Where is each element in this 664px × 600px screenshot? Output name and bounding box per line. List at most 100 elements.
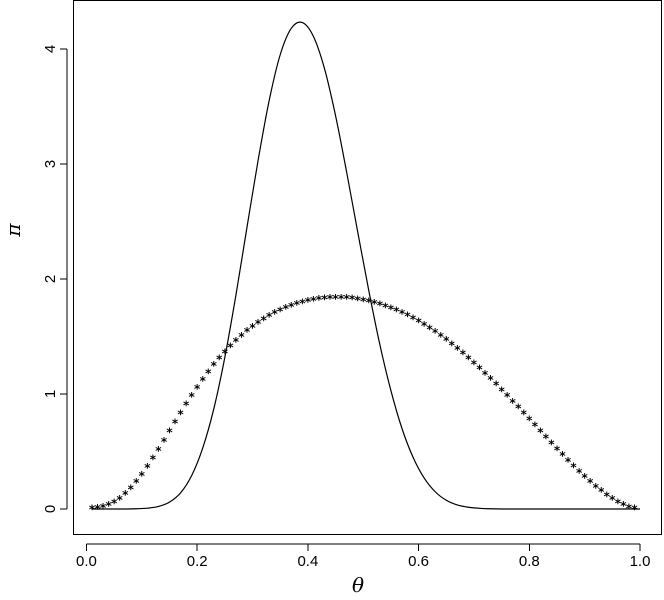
star-marker: * — [244, 325, 251, 339]
star-marker: * — [626, 501, 633, 515]
star-marker: * — [299, 297, 306, 311]
star-marker: * — [355, 293, 362, 307]
star-marker: * — [438, 330, 445, 344]
x-tick-label: 0.4 — [297, 553, 318, 570]
star-marker: * — [338, 292, 345, 306]
star-marker: * — [277, 304, 284, 318]
star-marker: * — [593, 481, 600, 495]
star-marker: * — [255, 317, 262, 331]
plot-frame — [73, 0, 662, 535]
x-tick-label: 1.0 — [630, 553, 651, 570]
star-marker: * — [305, 295, 312, 309]
y-tick-label: 0 — [42, 505, 59, 513]
star-marker: * — [620, 499, 627, 513]
star-marker: * — [559, 449, 566, 463]
star-marker: * — [454, 343, 461, 357]
star-marker: * — [548, 438, 555, 452]
star-marker: * — [188, 390, 195, 404]
x-tick-label: 0.2 — [187, 553, 208, 570]
star-marker: * — [211, 359, 218, 373]
x-tick-label: 0.8 — [519, 553, 540, 570]
star-marker: * — [388, 302, 395, 316]
star-marker: * — [288, 300, 295, 314]
star-marker: * — [332, 292, 339, 306]
x-tick-label: 0.6 — [408, 553, 429, 570]
star-marker: * — [249, 321, 256, 335]
star-marker: * — [432, 326, 439, 340]
star-marker: * — [421, 319, 428, 333]
star-marker: * — [294, 298, 301, 312]
star-marker: * — [183, 399, 190, 413]
series-line-0 — [91, 21, 640, 510]
star-marker: * — [100, 501, 107, 515]
star-marker: * — [371, 297, 378, 311]
star-marker: * — [233, 335, 240, 349]
star-marker: * — [537, 426, 544, 440]
star-marker: * — [117, 493, 124, 507]
star-marker: * — [515, 402, 522, 416]
star-marker: * — [133, 476, 140, 490]
y-tick-label: 1 — [42, 390, 59, 398]
star-marker: * — [144, 461, 151, 475]
star-marker: * — [482, 368, 489, 382]
star-marker: * — [366, 296, 373, 310]
star-marker: * — [598, 485, 605, 499]
star-marker: * — [105, 499, 112, 513]
star-marker: * — [393, 305, 400, 319]
star-marker: * — [382, 300, 389, 314]
star-marker: * — [532, 420, 539, 434]
star-marker: * — [526, 414, 533, 428]
y-tick-label: 3 — [42, 160, 59, 168]
star-marker: * — [122, 488, 129, 502]
star-marker: * — [415, 316, 422, 330]
star-marker: * — [150, 453, 157, 467]
star-marker: * — [521, 408, 528, 422]
star-marker: * — [471, 357, 478, 371]
y-axis: 0 1 2 3 4 — [42, 45, 68, 513]
star-marker: * — [476, 362, 483, 376]
x-tick-label: 0.0 — [76, 553, 97, 570]
star-marker: * — [493, 379, 500, 393]
y-axis-title: π — [1, 223, 25, 238]
star-marker: * — [89, 502, 96, 516]
star-marker: * — [172, 416, 179, 430]
star-marker: * — [283, 302, 290, 316]
star-marker: * — [377, 298, 384, 312]
star-marker: * — [238, 330, 245, 344]
series-markers-1: * * * * * * * * *************** * * * * * * * * * * * * * * * * *… — [89, 292, 638, 516]
star-marker: * — [155, 444, 162, 458]
star-marker: * — [316, 293, 323, 307]
star-marker: * — [504, 390, 511, 404]
star-marker: * — [576, 466, 583, 480]
star-marker: * — [161, 435, 168, 449]
star-marker: * — [222, 346, 229, 360]
star-marker: * — [227, 340, 234, 354]
star-marker: * — [166, 426, 173, 440]
star-marker: * — [465, 352, 472, 366]
star-marker: * — [260, 313, 267, 327]
star-marker: * — [360, 294, 367, 308]
star-marker: * — [272, 307, 279, 321]
star-marker: * — [139, 469, 146, 483]
star-marker: * — [343, 292, 350, 306]
star-marker: * — [327, 292, 334, 306]
star-marker: * — [443, 334, 450, 348]
star-marker: * — [194, 382, 201, 396]
star-marker: * — [427, 322, 434, 336]
star-marker: * — [487, 373, 494, 387]
star-marker: * — [498, 384, 505, 398]
x-axis: 0.0 0.2 0.4 0.6 0.8 1.0 — [76, 543, 651, 570]
star-marker: * — [510, 396, 517, 410]
star-marker: * — [543, 432, 550, 446]
star-marker: * — [449, 338, 456, 352]
star-marker: * — [205, 366, 212, 380]
star-marker: * — [94, 502, 101, 516]
star-marker: * — [200, 374, 207, 388]
star-marker: * — [460, 348, 467, 362]
star-marker: * — [554, 443, 561, 457]
x-axis-title: θ — [352, 573, 364, 597]
y-tick-label: 2 — [42, 275, 59, 283]
star-marker: * — [410, 313, 417, 327]
star-marker: * — [604, 489, 611, 503]
